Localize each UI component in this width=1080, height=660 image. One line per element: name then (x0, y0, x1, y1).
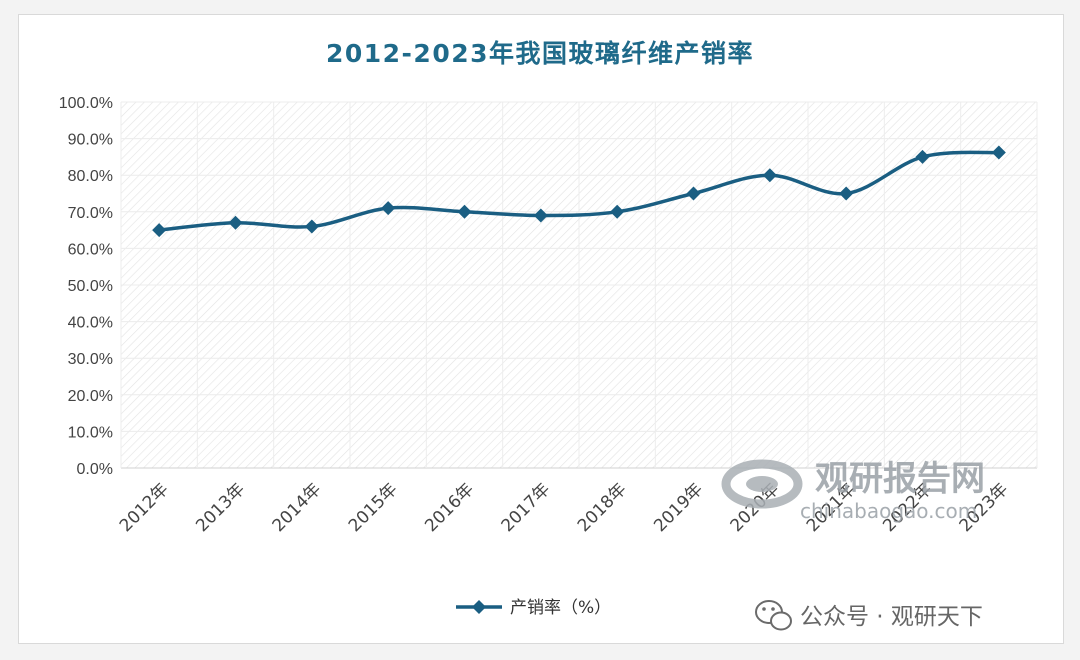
y-tick-label: 20.0% (68, 388, 113, 405)
chart-title: 2012-2023年我国玻璃纤维产销率 (326, 39, 754, 68)
legend-marker (472, 600, 486, 614)
wechat-watermark: 公众号 · 观研天下 (755, 600, 983, 631)
data-point (228, 215, 243, 230)
data-point (686, 186, 701, 201)
data-point (381, 201, 396, 216)
y-tick-label: 90.0% (68, 132, 113, 149)
series-production-sales-rate (152, 145, 1006, 238)
gridlines (120, 101, 1038, 469)
x-tick-label: 2015年 (345, 479, 402, 536)
data-point (610, 204, 625, 219)
y-tick-label: 50.0% (68, 278, 113, 295)
x-tick-label: 2013年 (192, 479, 249, 536)
wechat-account: 公众号 · 观研天下 (800, 604, 983, 630)
y-tick-label: 10.0% (68, 424, 113, 441)
watermark-brand: 观研报告网 (815, 459, 985, 499)
data-point (533, 208, 548, 223)
x-tick-label: 2017年 (498, 479, 555, 536)
y-axis: 0.0% 10.0% 20.0% 30.0% 40.0% 50.0% 60.0% 70.0% 8… (59, 95, 113, 478)
data-point (991, 145, 1006, 160)
legend: 产销率（%） (456, 598, 611, 618)
data-point (915, 149, 930, 164)
data-point (762, 168, 777, 183)
wechat-icon (755, 600, 792, 631)
x-tick-label: 2016年 (421, 479, 478, 536)
data-point (152, 223, 167, 238)
y-tick-label: 60.0% (68, 241, 113, 258)
data-point (304, 219, 319, 234)
y-tick-label: 40.0% (68, 315, 113, 332)
x-tick-label: 2014年 (269, 479, 326, 536)
watermark-logo-icon (721, 459, 803, 509)
y-tick-label: 100.0% (59, 95, 113, 112)
y-tick-label: 30.0% (68, 351, 113, 368)
x-tick-label: 2018年 (574, 479, 631, 536)
y-tick-label: 0.0% (77, 461, 113, 478)
legend-label: 产销率（%） (510, 598, 611, 618)
x-tick-label: 2019年 (650, 479, 707, 536)
y-tick-label: 70.0% (68, 205, 113, 222)
x-tick-label: 2012年 (116, 479, 173, 536)
watermark: 观研报告网 chinabaogao.com (721, 459, 985, 523)
watermark-url: chinabaogao.com (800, 499, 977, 523)
y-tick-label: 80.0% (68, 168, 113, 185)
data-point (839, 186, 854, 201)
data-point (457, 204, 472, 219)
